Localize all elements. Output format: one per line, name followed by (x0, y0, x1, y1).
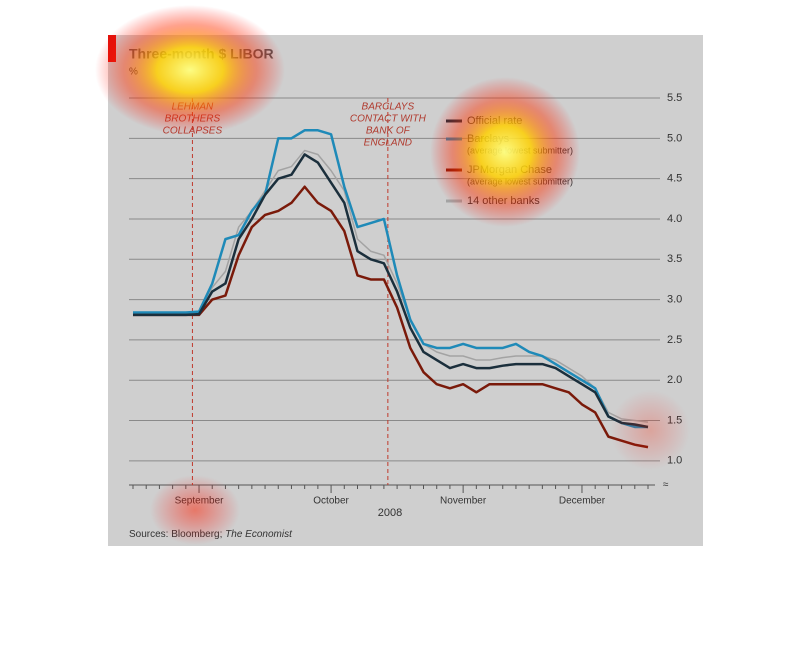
x-tick-label: October (313, 496, 349, 507)
x-tick-label: November (440, 496, 487, 507)
axis-break: ≈ (663, 480, 669, 491)
y-tick-label: 4.5 (667, 173, 682, 185)
source-text: Sources: Bloomberg; (129, 529, 225, 540)
y-tick-label: 2.5 (667, 334, 682, 346)
y-tick-label: 3.0 (667, 293, 682, 305)
legend-note: (average lowest submitter) (467, 145, 573, 155)
subtitle: % (129, 67, 138, 78)
legend-label: Official rate (467, 115, 522, 127)
x-tick-label: December (559, 496, 606, 507)
annotation: LEHMAN (172, 102, 214, 113)
legend-label: Barclays (467, 133, 510, 145)
x-tick-label: September (175, 496, 225, 507)
y-tick-label: 5.0 (667, 132, 682, 144)
y-tick-label: 1.0 (667, 455, 682, 467)
series-line (133, 149, 649, 423)
source: Sources: Bloomberg; The Economist (129, 529, 293, 540)
y-tick-label: 2.0 (667, 374, 682, 386)
annotation: BROTHERS (165, 114, 221, 125)
annotation: CONTACT WITH (350, 114, 427, 125)
y-tick-label: 5.5 (667, 92, 682, 104)
legend-label: 14 other banks (467, 195, 540, 207)
y-tick-label: 3.5 (667, 253, 682, 265)
series-line (133, 185, 649, 449)
y-tick-label: 1.5 (667, 414, 682, 426)
annotation: ENGLAND (364, 138, 412, 149)
series-line (133, 153, 649, 429)
legend-note: (average lowest submitter) (467, 176, 573, 186)
tab (108, 35, 116, 62)
series-line (133, 129, 648, 429)
source-italic: The Economist (225, 529, 293, 540)
annotation: BARCLAYS (362, 102, 415, 113)
x-axis-label: 2008 (378, 507, 402, 519)
legend-label: JPMorgan Chase (467, 164, 552, 176)
chart-title: Three-month $ LIBOR (129, 46, 274, 62)
annotation: BANK OF (366, 126, 411, 137)
annotation: COLLAPSES (163, 126, 223, 137)
y-tick-label: 4.0 (667, 213, 682, 225)
